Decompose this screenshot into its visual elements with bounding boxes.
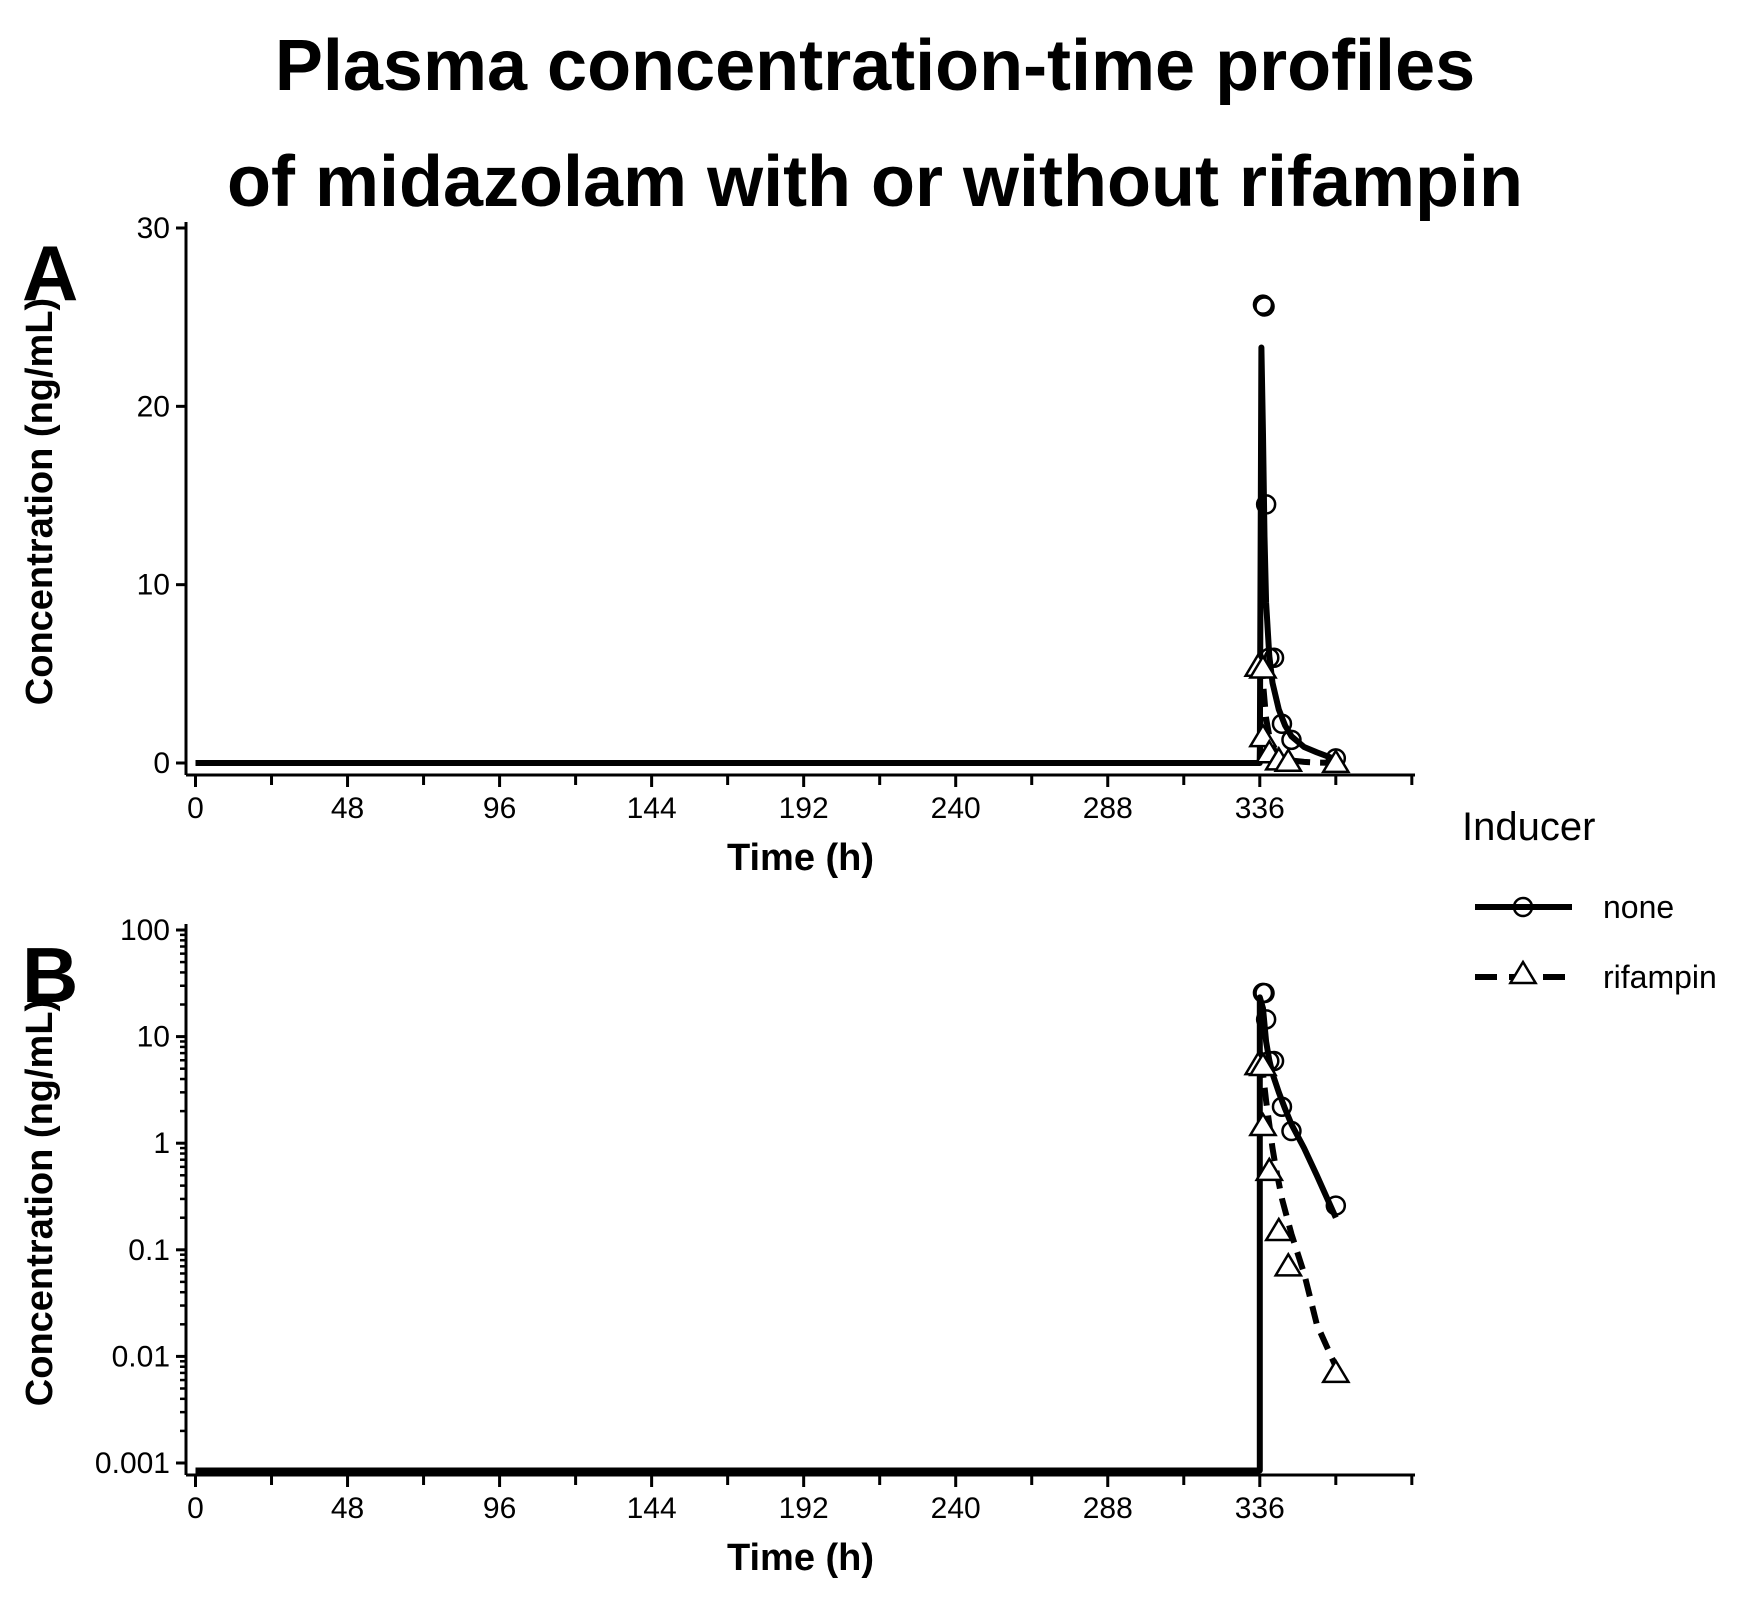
legend-label-none: none xyxy=(1603,889,1674,925)
series-line-none xyxy=(195,344,1337,766)
x-tick-label: 144 xyxy=(627,792,677,825)
x-tick-label: 192 xyxy=(779,792,829,825)
x-tick-label: 0 xyxy=(187,792,204,825)
y-axis-title: Concentration (ng/mL) xyxy=(19,999,61,1406)
data-point-rifampin xyxy=(1263,1216,1294,1242)
x-tick-label: 96 xyxy=(483,792,516,825)
series-line-none xyxy=(195,994,1339,1474)
x-axis-title: Time (h) xyxy=(727,837,874,879)
x-tick-label: 336 xyxy=(1235,792,1285,825)
panel-label: B xyxy=(22,931,78,1019)
y-tick-label: 100 xyxy=(120,914,170,947)
x-tick-label: 192 xyxy=(779,1492,829,1525)
y-tick-label: 0.1 xyxy=(128,1234,170,1267)
legend-title: Inducer xyxy=(1462,805,1595,849)
data-point-none xyxy=(1271,1096,1293,1117)
data-point-none xyxy=(1255,494,1277,515)
y-tick-label: 1 xyxy=(153,1127,170,1160)
data-point-none xyxy=(1255,1009,1277,1030)
y-axis-title: Concentration (ng/mL) xyxy=(19,298,61,705)
y-tick-label: 0 xyxy=(153,747,170,780)
data-point-none xyxy=(1254,982,1275,1004)
chart-title: Plasma concentration-time profiles of mi… xyxy=(0,8,1750,240)
x-tick-label: 96 xyxy=(483,1492,516,1525)
legend-marker-rifampin xyxy=(1508,959,1538,985)
data-point-none xyxy=(1325,1195,1347,1216)
data-point-rifampin xyxy=(1273,747,1304,773)
panel-a: 0 10 20 30 0 48 96 144 192 240 288 336 Time (h) Conce… xyxy=(19,212,1415,879)
x-tick-label: 288 xyxy=(1083,1492,1133,1525)
data-point-none xyxy=(1281,729,1302,751)
panel-label: A xyxy=(22,229,78,317)
legend: Inducer none rifampin xyxy=(1462,805,1717,995)
legend-label-rifampin: rifampin xyxy=(1603,959,1717,995)
x-tick-label: 0 xyxy=(187,1492,204,1525)
panel-b: 0.001 0.01 0.1 1 10 100 0 48 96 144 192 240 288 336 Ti… xyxy=(19,914,1415,1579)
x-tick-label: 144 xyxy=(627,1492,677,1525)
data-point-rifampin xyxy=(1273,1251,1304,1277)
x-tick-label: 240 xyxy=(931,792,981,825)
data-point-none xyxy=(1254,296,1275,317)
x-tick-label: 240 xyxy=(931,1492,981,1525)
chart-title-line-1: Plasma concentration-time profiles xyxy=(274,26,1476,106)
series-line-rifampin xyxy=(1256,1059,1339,1368)
data-point-rifampin xyxy=(1248,1051,1278,1077)
x-tick-label: 48 xyxy=(331,1492,364,1525)
x-tick-label: 288 xyxy=(1083,792,1133,825)
legend-marker-none xyxy=(1512,896,1534,918)
chart-title-line-2: of midazolam with or without rifampin xyxy=(227,142,1523,222)
y-tick-label: 10 xyxy=(137,569,170,602)
x-tick-label: 336 xyxy=(1235,1492,1285,1525)
data-point-rifampin xyxy=(1321,1358,1351,1384)
data-point-none xyxy=(1281,1120,1302,1142)
data-point-rifampin xyxy=(1248,654,1278,679)
y-tick-label: 10 xyxy=(137,1021,170,1054)
data-point-rifampin xyxy=(1248,1111,1278,1137)
y-tick-label: 0.001 xyxy=(95,1447,170,1480)
x-axis-title: Time (h) xyxy=(727,1537,874,1579)
y-tick-label: 20 xyxy=(137,390,170,423)
data-point-rifampin xyxy=(1254,1156,1285,1182)
y-tick-label: 30 xyxy=(137,212,170,245)
data-point-none xyxy=(1271,713,1293,735)
x-tick-label: 48 xyxy=(331,792,364,825)
y-tick-label: 0.01 xyxy=(112,1340,170,1373)
data-point-rifampin xyxy=(1321,748,1351,774)
data-point-none xyxy=(1252,294,1274,315)
